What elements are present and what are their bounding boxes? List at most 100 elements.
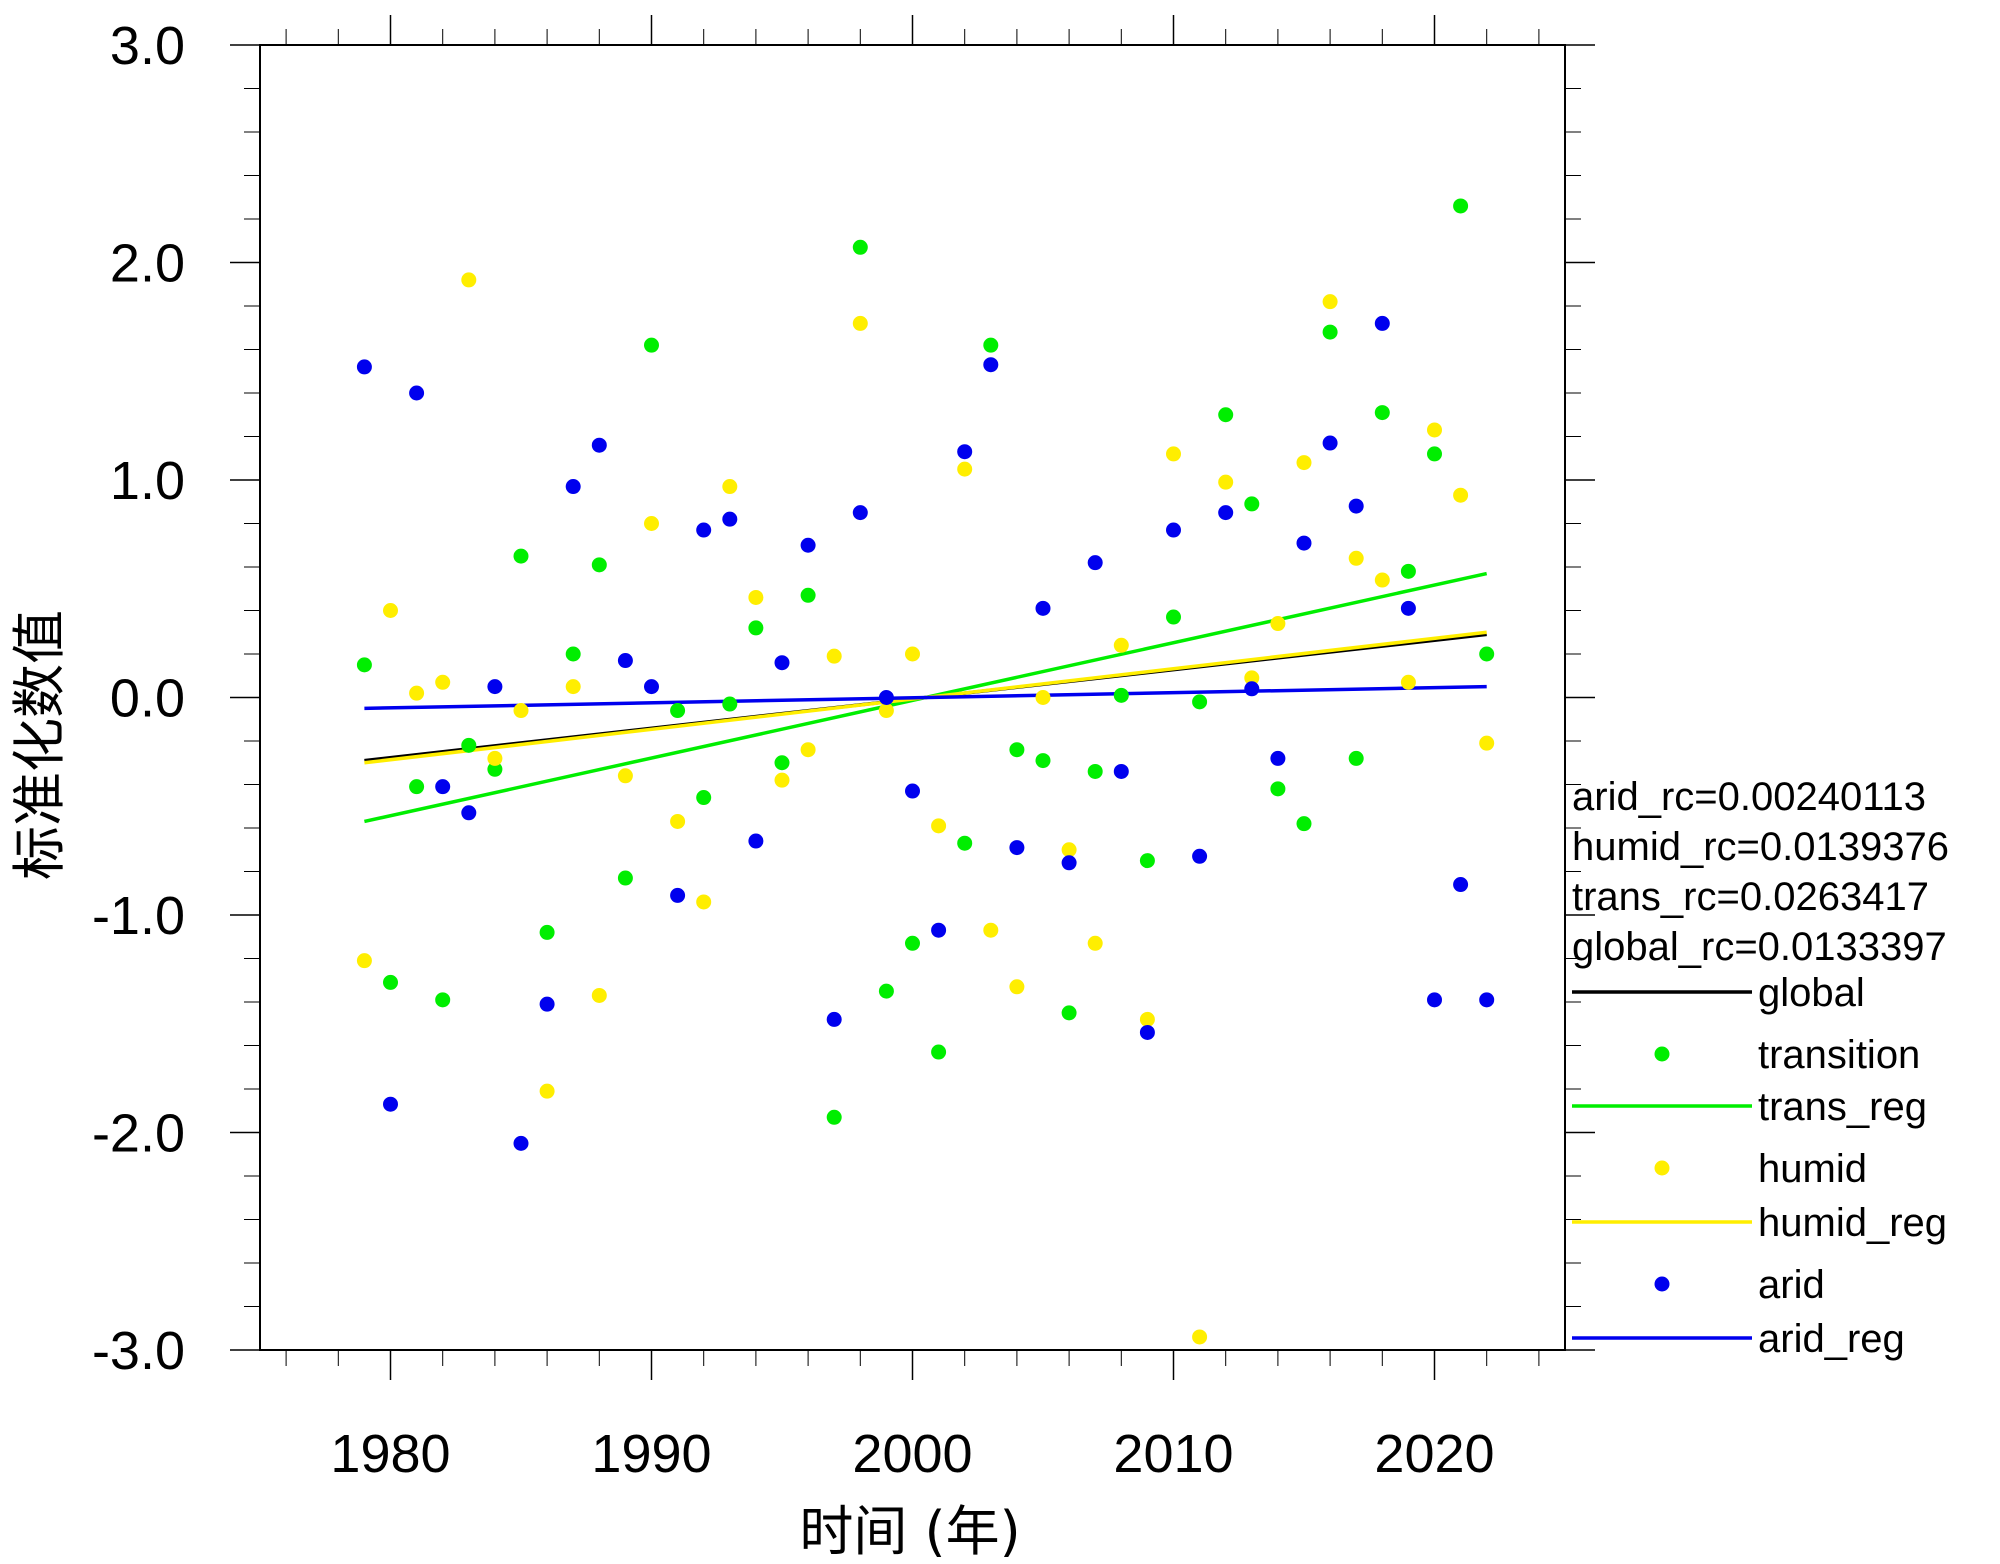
humid-point: [774, 772, 790, 788]
humid-point: [1348, 550, 1364, 566]
arid-point: [931, 922, 947, 938]
humid-point: [539, 1083, 555, 1099]
transition-point: [644, 337, 659, 353]
x-tick-label: 2020: [1374, 1424, 1494, 1484]
arid-point: [852, 505, 868, 521]
arid-point: [826, 1011, 842, 1027]
arid-point: [1244, 681, 1260, 697]
transition-point: [878, 983, 894, 999]
transition-point: [409, 779, 425, 795]
humid-point: [1296, 455, 1312, 471]
humid-point: [1009, 979, 1025, 995]
arid-point: [670, 887, 686, 903]
arid-point: [1218, 505, 1234, 521]
transition-point: [383, 974, 398, 990]
arid-point: [1348, 498, 1364, 514]
humid-legend-dot: [1654, 1160, 1670, 1176]
transition-point: [1453, 198, 1469, 214]
humid-point: [1218, 474, 1234, 490]
transition-point: [1113, 687, 1129, 703]
arid-point: [905, 783, 920, 799]
arid-point: [1113, 763, 1129, 779]
arid-point: [1009, 840, 1025, 856]
legend-label: global: [1758, 971, 1865, 1015]
transition-point: [539, 924, 555, 940]
regression-coefficients: arid_rc=0.00240113 humid_rc=0.0139376tran…: [1572, 775, 1949, 969]
transition-point: [356, 657, 372, 673]
humid-point: [591, 987, 607, 1003]
transition-point: [1374, 405, 1390, 421]
humid-point: [1139, 1011, 1155, 1027]
transition-point: [1296, 816, 1312, 832]
transition-point: [722, 696, 738, 712]
x-tick-labels: 1980 1990 2000 2010 2020: [330, 1424, 1494, 1484]
transition-point: [1009, 742, 1025, 758]
humid-point: [878, 703, 894, 719]
transition-point: [957, 835, 973, 851]
transition-point: [461, 737, 477, 753]
y-tick-label: 1.0: [110, 451, 185, 511]
arid-point: [1192, 848, 1208, 864]
humid-point: [722, 479, 738, 495]
humid-point: [1453, 487, 1469, 503]
annotation-text: global_rc=0.0133397: [1572, 925, 1947, 969]
humid-point: [513, 703, 529, 719]
arid-point: [722, 511, 738, 527]
arid-point: [1427, 992, 1442, 1008]
y-tick-label: -3.0: [92, 1321, 185, 1381]
transition-point: [1479, 646, 1495, 662]
legend-label: humid: [1758, 1147, 1867, 1191]
humid-point: [1166, 446, 1181, 462]
humid-point: [383, 603, 398, 618]
arid-point: [1479, 992, 1495, 1008]
legend-label: transition: [1758, 1033, 1920, 1077]
arid-point: [1035, 600, 1051, 616]
y-tick-label: 2.0: [110, 234, 185, 294]
arid-point: [1166, 522, 1181, 538]
arid_reg-line: [364, 684, 1487, 711]
humid-point: [1244, 670, 1260, 686]
transition-point: [852, 239, 868, 255]
transition-point: [1061, 1005, 1077, 1021]
humid-point: [931, 818, 947, 834]
humid-point: [1400, 674, 1416, 690]
humid-point: [696, 894, 712, 910]
humid-point: [1192, 1329, 1208, 1345]
minor-ticks: [244, 29, 1581, 1366]
transition-point: [983, 337, 999, 353]
humid-point: [1270, 616, 1286, 632]
humid-point: [1479, 735, 1495, 751]
humid-point: [1113, 637, 1129, 653]
transition-point: [774, 755, 790, 771]
transition-point: [1218, 407, 1234, 423]
legend-label: humid_reg: [1758, 1201, 1947, 1245]
x-tick-label: 1990: [591, 1424, 711, 1484]
humid-point: [461, 272, 477, 288]
arid-point: [748, 833, 764, 849]
arid-point: [383, 1096, 398, 1112]
arid-point: [1322, 435, 1338, 451]
transition-point: [1139, 853, 1155, 869]
major-ticks: [230, 15, 1595, 1380]
humid-point: [1087, 935, 1103, 951]
arid-point: [435, 779, 451, 795]
humid-point: [487, 750, 503, 766]
transition-point: [513, 548, 529, 564]
x-tick-label: 2010: [1113, 1424, 1233, 1484]
transition-point: [1035, 753, 1051, 769]
x-axis-label: 时间 (年): [799, 1500, 1020, 1563]
humid-point: [1427, 422, 1442, 438]
x-tick-label: 1980: [330, 1424, 450, 1484]
transition-point: [905, 935, 920, 951]
transition-legend-dot: [1654, 1046, 1670, 1062]
arid-point: [513, 1135, 529, 1151]
transition-point: [696, 790, 712, 806]
arid-point: [461, 805, 477, 821]
transition-point: [1400, 563, 1416, 579]
arid-point: [617, 653, 633, 669]
arid-point: [1139, 1024, 1155, 1040]
arid-point: [1453, 877, 1469, 893]
legend-label: arid: [1758, 1263, 1825, 1307]
arid-point: [1061, 855, 1077, 871]
